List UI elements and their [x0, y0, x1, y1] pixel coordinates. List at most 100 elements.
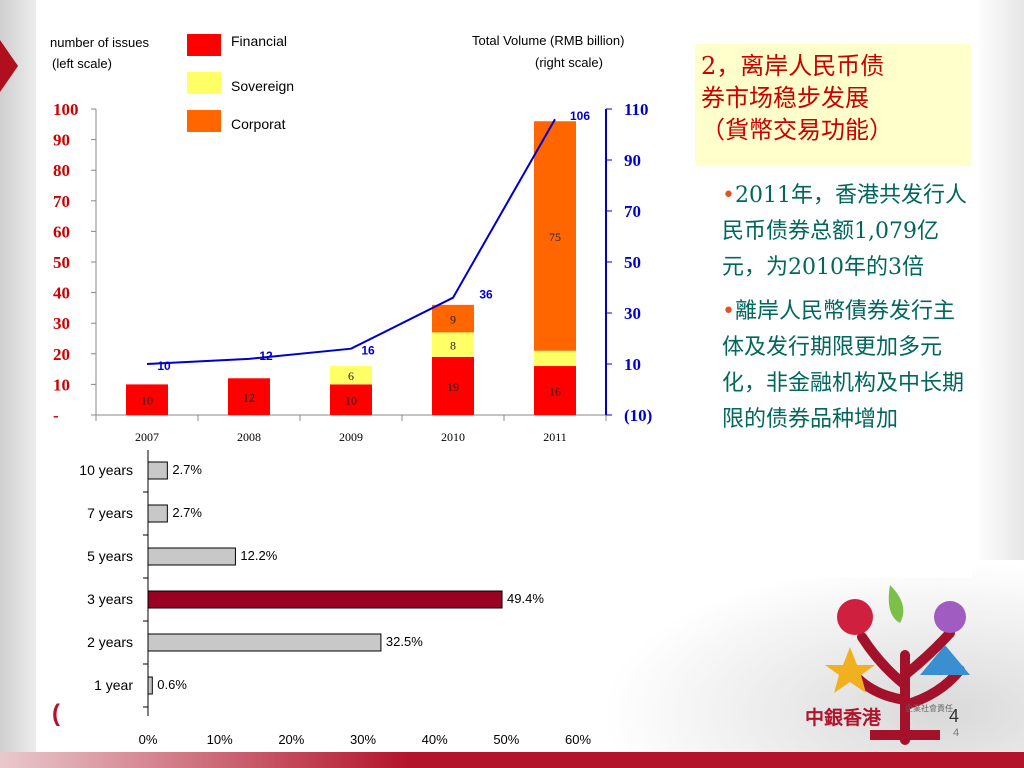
chart1-legend: Financial Sovereign Corporat	[187, 33, 294, 132]
legend-swatch-corporat	[187, 110, 221, 132]
bullet-dot: •	[722, 299, 735, 324]
volume-line-label: 16	[361, 344, 375, 358]
right-axis-tick-label: 110	[624, 100, 649, 119]
x-axis-tick-label: 2011	[543, 430, 567, 444]
slide-title-line: （貨幣交易功能）	[701, 116, 893, 144]
issuance-volume-chart: number of issues (left scale) Total Volu…	[36, 22, 666, 452]
chart2-x-tick-label: 10%	[207, 732, 233, 747]
right-axis-title-line1: Total Volume (RMB billion)	[472, 33, 624, 48]
bar-value-label: 2.7%	[172, 505, 202, 520]
bar-tenor-2-years	[147, 633, 382, 652]
bar-corporat-2010	[432, 304, 474, 333]
bar-tenor-10-years	[147, 461, 168, 480]
right-axis-tick-label: 30	[624, 304, 641, 323]
slide-title-line: 2，离岸人民币债	[701, 52, 885, 80]
right-axis-tick-label: (10)	[624, 406, 652, 425]
boc-hk-csr-logo	[825, 585, 970, 745]
bar-financial-2007	[126, 384, 168, 415]
left-axis-tick-label: 60	[53, 222, 70, 241]
bar-data-label: 6	[348, 369, 354, 383]
bullet-list: •2011年，香港共发行人民币债券总额1,079亿元，为2010年的3倍 •離岸…	[722, 178, 972, 578]
bar-value-label: 32.5%	[386, 634, 423, 649]
bar-financial-2009	[330, 384, 372, 415]
x-axis-tick-label: 2010	[441, 430, 465, 444]
bar-data-label: 10	[345, 394, 357, 408]
chart2-category-label: 7 years	[87, 505, 133, 521]
bar-sovereign-2010	[432, 332, 474, 357]
chart2-category-label: 5 years	[87, 548, 133, 564]
chart2-bars: 2.7% 2.7% 12.2% 49.4% 32.5% 0.6%	[147, 461, 544, 695]
x-axis-tick-label: 2008	[237, 430, 261, 444]
bullet-text: 離岸人民幣債券发行主体及发行期限更加多元化，非金融机构及中长期限的债券品种增加	[722, 299, 965, 432]
logo-subtitle: 企業社會責任	[905, 704, 953, 713]
volume-line-label: 12	[259, 349, 273, 363]
chart1-bars: 10 12 10 6 19 8 9 16 75	[126, 121, 576, 415]
chart1-axes: - 10 20 30 40 50 60 70 80 90 100 (10) 10 30 50 70 90 110 2…	[53, 100, 652, 444]
bottom-red-band	[0, 752, 1024, 768]
left-axis-title-line2: (left scale)	[52, 56, 112, 71]
chart2-axes: 10 years 7 years 5 years 3 years 2 years 1 ye…	[79, 450, 591, 747]
chart1-volume-line: 10 12 16 36 106	[146, 109, 590, 373]
right-axis-tick-label: 10	[624, 355, 641, 374]
bar-tenor-5-years	[147, 547, 236, 566]
bar-financial-2011	[534, 366, 576, 415]
right-axis-title-line2: (right scale)	[535, 55, 603, 70]
bar-tenor-1-year	[147, 676, 153, 695]
left-axis-tick-label: 50	[53, 253, 70, 272]
bar-data-label: 9	[450, 313, 456, 327]
chart2-x-tick-label: 50%	[493, 732, 519, 747]
chart2-category-label: 10 years	[79, 462, 133, 478]
x-axis-tick-label: 2009	[339, 430, 363, 444]
bullet-dot: •	[722, 183, 735, 208]
chart2-x-tick-label: 40%	[422, 732, 448, 747]
bar-corporat-2011	[534, 121, 576, 351]
legend-swatch-financial	[187, 34, 221, 56]
right-axis-tick-label: 90	[624, 151, 641, 170]
chart2-x-tick-label: 0%	[139, 732, 158, 747]
chart2-category-label: 2 years	[87, 634, 133, 650]
left-axis-tick-label: 90	[53, 131, 70, 150]
bar-value-label: 12.2%	[240, 548, 277, 563]
right-axis-tick-label: 50	[624, 253, 641, 272]
left-axis-tick-label: 10	[53, 375, 70, 394]
tenor-distribution-chart: 10 years 7 years 5 years 3 years 2 years 1 ye…	[60, 450, 600, 748]
bullet-item: •2011年，香港共发行人民币债券总额1,079亿元，为2010年的3倍	[722, 178, 972, 286]
volume-line-label: 106	[570, 109, 590, 123]
legend-label-financial: Financial	[231, 33, 287, 49]
legend-label-corporat: Corporat	[231, 116, 286, 132]
bar-sovereign-2009	[330, 366, 372, 385]
decorative-paren: (	[52, 700, 60, 727]
bar-data-label: 10	[141, 394, 153, 408]
page-number-small: 4	[953, 727, 960, 739]
bar-tenor-3-years	[147, 590, 503, 609]
chart2-x-tick-label: 30%	[350, 732, 376, 747]
bar-data-label: 75	[549, 230, 561, 244]
bar-value-label: 49.4%	[507, 591, 544, 606]
bullet-text: 2011年，香港共发行人民币债券总额1,079亿元，为2010年的3倍	[722, 183, 967, 280]
left-red-marker	[0, 40, 18, 92]
chart2-x-tick-label: 60%	[565, 732, 591, 747]
chart2-category-label: 1 year	[94, 677, 133, 693]
x-axis-tick-label: 2007	[135, 430, 159, 444]
left-axis-tick-label: 20	[53, 345, 70, 364]
left-decorative-band	[0, 0, 36, 768]
legend-swatch-sovereign	[187, 72, 221, 94]
bar-value-label: 0.6%	[157, 677, 187, 692]
volume-line-path	[146, 118, 556, 365]
bar-data-label: 16	[549, 385, 561, 399]
chart2-x-tick-label: 20%	[278, 732, 304, 747]
left-axis-tick-label: 30	[53, 314, 70, 333]
chart2-category-label: 3 years	[87, 591, 133, 607]
bar-data-label: 8	[450, 339, 456, 353]
slide-title-line: 券市场稳步发展	[701, 84, 869, 112]
bar-data-label: 12	[243, 391, 255, 405]
bar-value-label: 2.7%	[172, 462, 202, 477]
left-axis-tick-label: -	[53, 406, 59, 425]
left-axis-tick-label: 100	[53, 100, 79, 119]
legend-label-sovereign: Sovereign	[231, 78, 294, 94]
page-number: 4	[949, 706, 960, 726]
bar-tenor-7-years	[147, 504, 168, 523]
volume-line-label: 10	[157, 359, 171, 373]
left-axis-tick-label: 40	[53, 284, 70, 303]
left-axis-tick-label: 80	[53, 161, 70, 180]
